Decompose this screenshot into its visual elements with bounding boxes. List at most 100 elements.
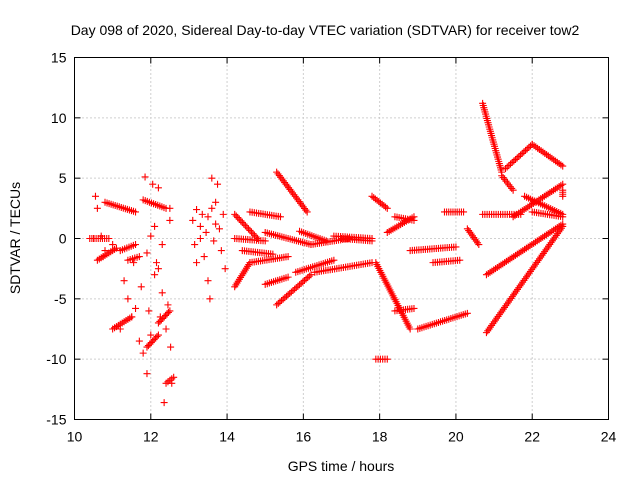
data-point: [525, 143, 533, 151]
data-point: [460, 208, 468, 216]
plot-frame: [74, 57, 609, 420]
data-point: [191, 241, 199, 249]
data-point: [202, 228, 210, 236]
data-point: [143, 249, 151, 257]
data-point: [276, 213, 284, 221]
data-point: [502, 165, 510, 173]
data-point: [196, 222, 204, 230]
data-point: [208, 174, 216, 182]
x-axis-label: GPS time / hours: [288, 458, 395, 474]
data-point: [158, 289, 166, 297]
data-point: [510, 157, 518, 165]
data-point: [166, 216, 174, 224]
data-point: [234, 214, 242, 222]
data-point: [505, 161, 513, 169]
data-point: [162, 325, 170, 333]
data-point: [235, 215, 243, 223]
data-point: [164, 308, 172, 316]
data-point: [200, 253, 208, 261]
data-point: [520, 148, 528, 156]
data-point: [143, 370, 151, 378]
data-point: [135, 337, 143, 345]
data-point: [240, 220, 248, 228]
data-point: [559, 162, 567, 170]
y-tick-label: 5: [59, 170, 67, 186]
data-point: [147, 232, 155, 240]
data-point: [212, 198, 220, 206]
data-point: [231, 210, 239, 218]
data-point: [128, 313, 136, 321]
data-point: [330, 256, 338, 264]
data-point: [130, 259, 138, 267]
data-point: [284, 253, 292, 261]
data-point: [512, 155, 520, 163]
data-point: [244, 225, 252, 233]
data-point: [302, 206, 310, 214]
data-point: [166, 307, 174, 315]
data-point: [523, 145, 531, 153]
data-point: [151, 222, 159, 230]
data-point: [303, 208, 311, 216]
data-point: [475, 241, 483, 249]
data-point: [120, 277, 128, 285]
y-tick-labels: -15 -10 -5 0 5 10 15: [46, 50, 66, 428]
data-point: [208, 204, 216, 212]
x-tick-label: 18: [372, 429, 388, 445]
data-point: [406, 325, 414, 333]
data-point: [105, 235, 113, 242]
data-point: [215, 225, 223, 233]
data-point: [284, 273, 292, 281]
data-point: [139, 349, 147, 357]
data-point: [167, 343, 175, 351]
data-point: [112, 244, 120, 252]
y-tick-label: -10: [46, 351, 66, 367]
data-point: [160, 399, 168, 407]
data-point: [517, 151, 525, 159]
data-point: [237, 217, 245, 225]
x-tick-label: 22: [524, 429, 540, 445]
data-point: [474, 239, 482, 247]
data-point: [247, 228, 255, 236]
data-point: [518, 149, 526, 157]
x-tick-label: 14: [219, 429, 235, 445]
data-point: [189, 216, 197, 224]
data-point: [410, 304, 418, 312]
data-point: [515, 152, 523, 160]
data-point: [246, 226, 254, 234]
data-point: [198, 210, 206, 218]
data-point: [238, 218, 246, 226]
data-point: [241, 222, 249, 230]
data-point: [559, 213, 567, 221]
data-point: [217, 247, 225, 255]
data-point: [154, 331, 162, 339]
data-point: [305, 272, 313, 280]
data-point: [513, 154, 521, 162]
x-tick-label: 20: [448, 429, 464, 445]
data-point: [383, 355, 391, 363]
data-point: [132, 208, 140, 216]
data-point: [109, 241, 117, 249]
data-point: [559, 192, 567, 200]
data-point: [206, 295, 214, 303]
data-point: [154, 265, 162, 273]
data-point: [193, 259, 201, 267]
data-point: [210, 237, 218, 245]
data-point: [559, 180, 567, 188]
data-point: [141, 173, 149, 181]
data-point: [452, 243, 460, 251]
data-point: [151, 271, 159, 279]
x-tick-label: 12: [143, 429, 159, 445]
y-tick-label: 0: [59, 231, 67, 247]
data-point: [137, 283, 145, 291]
chart-title: Day 098 of 2020, Sidereal Day-to-day VTE…: [71, 22, 580, 38]
data-point: [219, 210, 227, 218]
x-tick-label: 16: [296, 429, 312, 445]
data-point: [132, 304, 140, 312]
data-point: [383, 204, 391, 212]
data-point: [509, 186, 517, 194]
data-point: [164, 301, 172, 309]
y-tick-label: -15: [46, 412, 66, 428]
data-point: [196, 235, 204, 242]
x-tick-labels: 10 12 14 16 18 20 22 24: [67, 429, 617, 445]
